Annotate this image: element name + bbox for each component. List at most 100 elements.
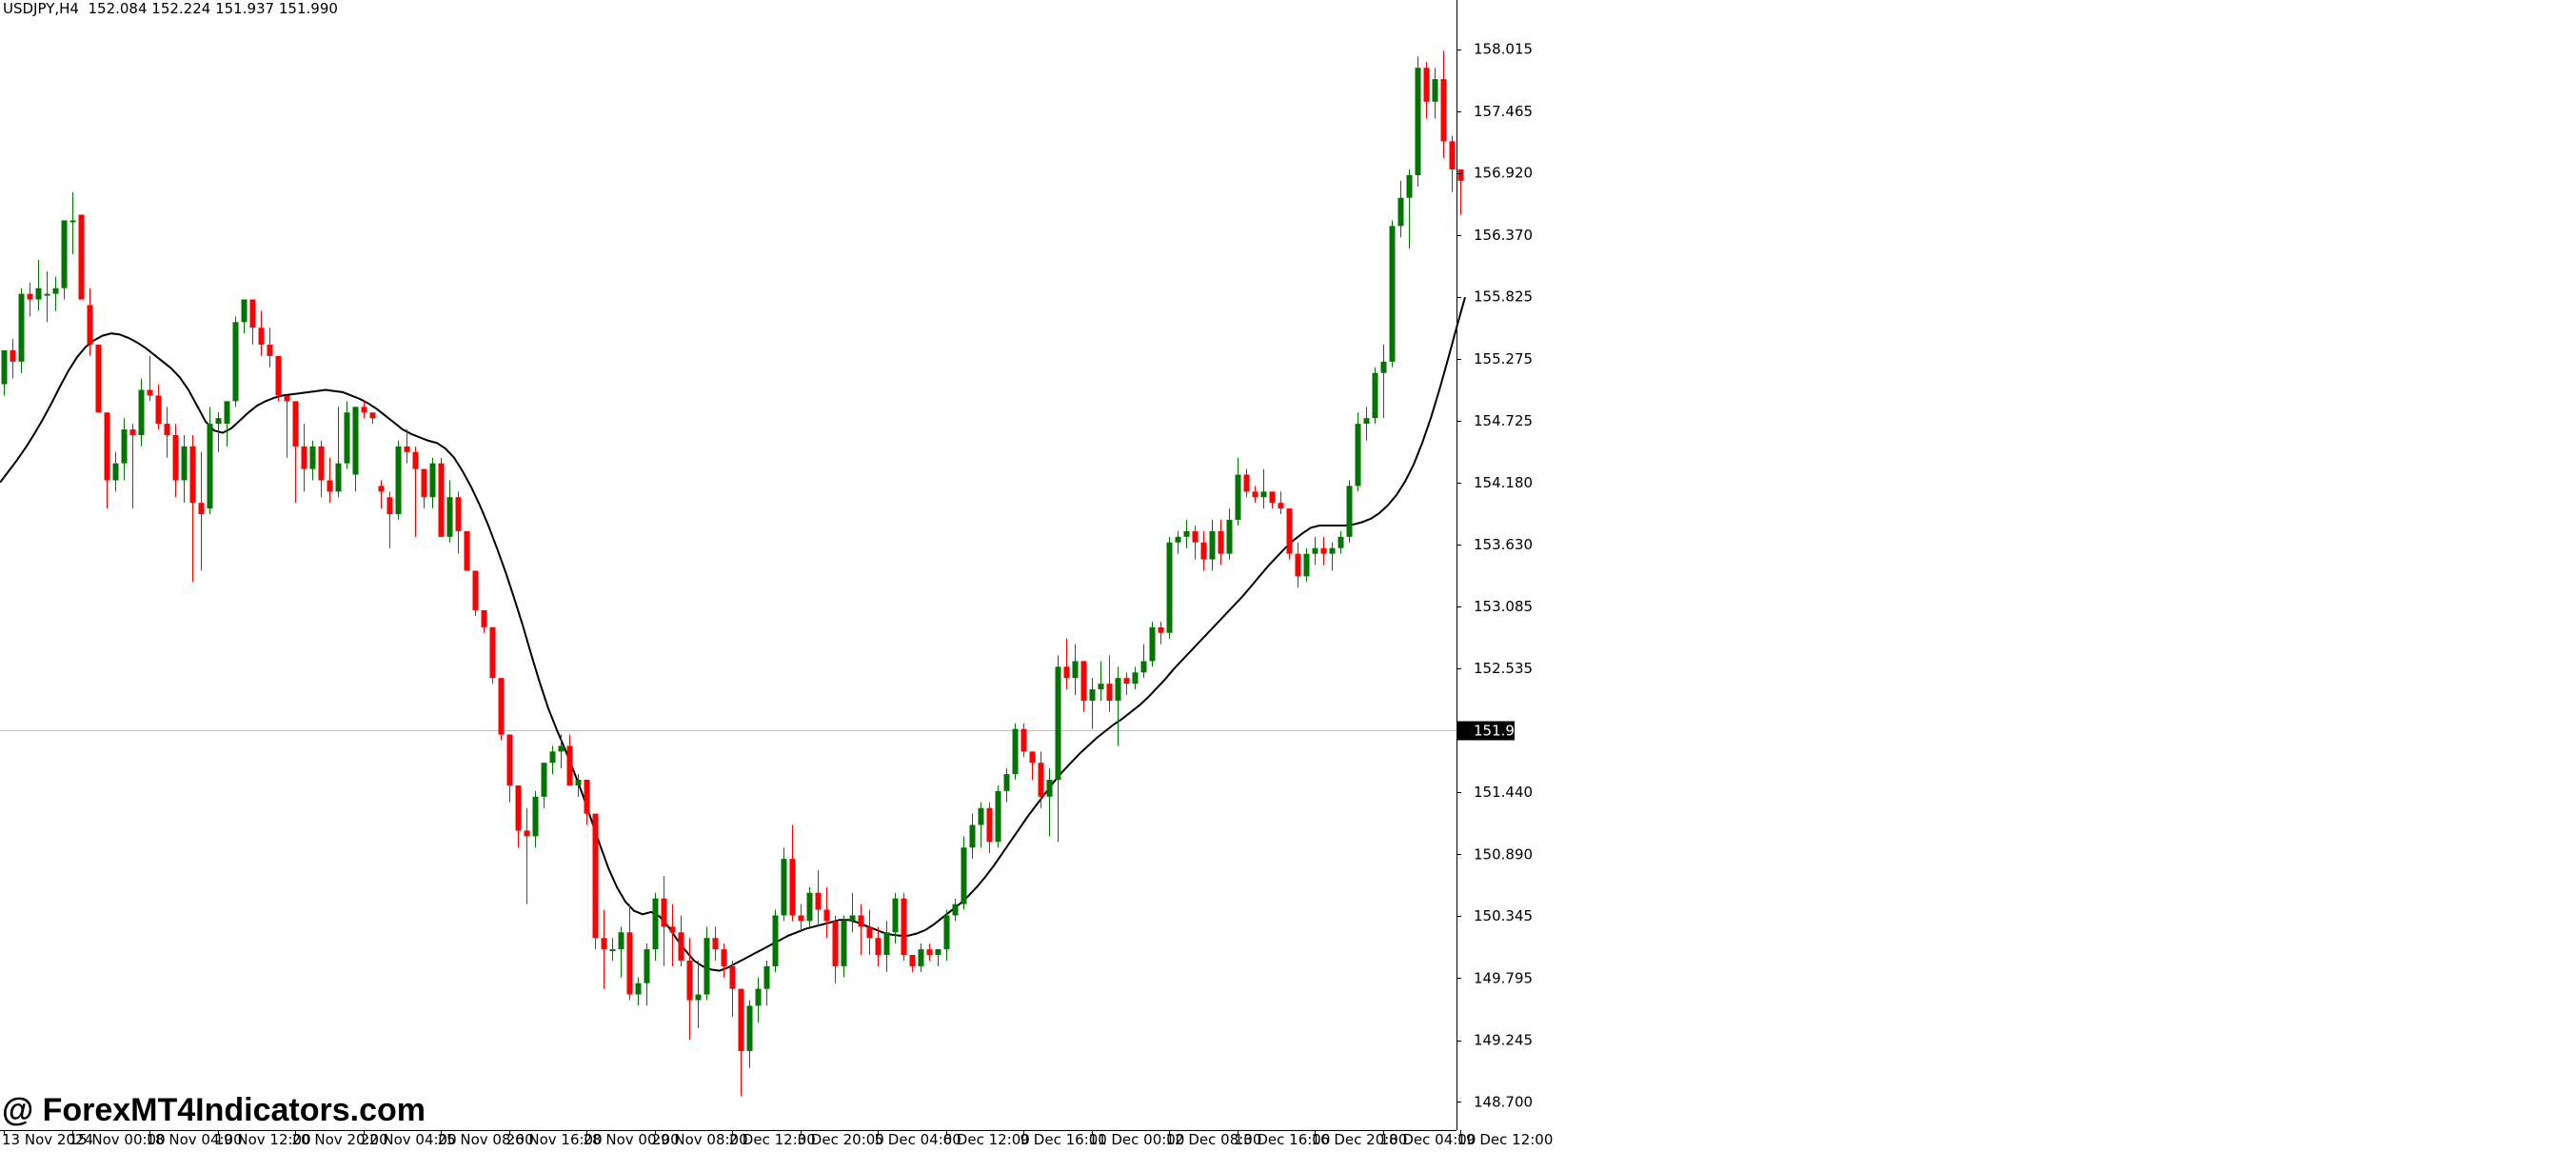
candle — [1449, 135, 1456, 192]
candle-body — [404, 446, 410, 452]
candle-body — [275, 355, 282, 396]
candle-body — [258, 328, 265, 346]
candle-body — [1243, 474, 1250, 492]
price-tick-label: 152.535 — [1474, 660, 1533, 677]
candle-body — [1183, 530, 1190, 537]
candle — [198, 451, 205, 571]
candle-body — [1320, 547, 1327, 554]
candle-body — [446, 497, 453, 537]
candle-body — [498, 678, 505, 735]
candle — [1012, 723, 1019, 781]
candle-body — [1149, 626, 1156, 662]
candle-body — [1089, 689, 1096, 701]
candle-body — [669, 926, 676, 933]
candle — [755, 977, 762, 1023]
candle — [823, 886, 830, 939]
candle-body — [1432, 79, 1438, 102]
candle-body — [369, 412, 376, 419]
candle-body — [532, 796, 539, 837]
candle — [1278, 491, 1284, 515]
candle — [1149, 621, 1156, 667]
candle — [618, 926, 624, 978]
candle — [695, 960, 702, 1029]
candle — [1192, 525, 1199, 560]
candle-body — [652, 898, 659, 950]
candle-body — [695, 994, 702, 1001]
candle — [1415, 56, 1421, 187]
current-price-label-text: 151.990 — [1474, 723, 1533, 740]
candle — [1046, 768, 1053, 837]
candle-body — [249, 299, 256, 328]
candle-body — [1346, 486, 1353, 537]
candle-body — [267, 345, 273, 356]
candle-body — [909, 955, 916, 966]
candle — [112, 451, 119, 492]
time-tick-label: 12 Dec 08:00 — [1166, 1131, 1262, 1148]
candle-body — [806, 892, 813, 922]
candle-body — [292, 401, 299, 447]
candle — [943, 909, 950, 961]
candle — [1038, 751, 1044, 808]
candle — [1397, 180, 1404, 238]
candle — [52, 276, 59, 311]
candle-body — [44, 293, 50, 296]
time-tick-label: 3 Dec 20:00 — [798, 1131, 884, 1148]
candle-body — [858, 915, 864, 927]
candle — [1286, 508, 1293, 560]
candle-body — [164, 424, 170, 435]
price-tick-label: 148.700 — [1474, 1093, 1533, 1110]
candle — [1406, 169, 1413, 249]
current-price-label-bg — [1457, 721, 1515, 741]
candle-body — [1012, 728, 1019, 775]
candle — [1098, 661, 1104, 701]
candle-body — [584, 780, 590, 814]
candle — [524, 807, 530, 904]
candle — [763, 960, 770, 1006]
candle — [189, 434, 196, 583]
candle — [798, 904, 804, 933]
candle-body — [1355, 424, 1361, 487]
candle — [806, 886, 813, 927]
candle — [1252, 486, 1258, 504]
candle-body — [729, 965, 736, 989]
candle — [87, 288, 93, 356]
time-tick-label: 26 Nov 16:00 — [506, 1131, 603, 1148]
candle-body — [1423, 68, 1430, 102]
candle-body — [489, 626, 496, 679]
candle — [1003, 768, 1010, 803]
candle — [44, 270, 50, 323]
candle — [1183, 520, 1190, 548]
candle — [1295, 542, 1301, 588]
candle-body — [335, 463, 342, 492]
candle-body — [327, 480, 333, 492]
candle-body — [703, 938, 710, 995]
watermark-text: @ ForexMT4Indicators.com — [2, 1092, 426, 1128]
candle — [129, 424, 136, 509]
candle — [318, 440, 325, 498]
price-tick-label: 149.795 — [1474, 969, 1533, 986]
candle-body — [284, 395, 290, 402]
candle-body — [515, 785, 522, 831]
candle — [1158, 621, 1164, 645]
candle-body — [1098, 684, 1104, 690]
candle-body — [866, 926, 873, 939]
candle-body — [1080, 661, 1087, 701]
time-tick-label: 16 Dec 20:00 — [1312, 1131, 1408, 1148]
candle-body — [1175, 536, 1181, 543]
candle — [746, 1000, 753, 1068]
candle-body — [935, 949, 941, 956]
candle-body — [1, 349, 8, 385]
candle-body — [1218, 530, 1224, 554]
candle — [1166, 536, 1173, 639]
candle-body — [35, 288, 42, 300]
candle — [472, 570, 479, 616]
candle-body — [69, 220, 76, 223]
candle — [1423, 62, 1430, 119]
candle-body — [481, 609, 487, 627]
candle — [61, 220, 68, 300]
candle-body — [1046, 780, 1053, 797]
candle-body — [138, 389, 145, 435]
candle-body — [1166, 542, 1173, 633]
